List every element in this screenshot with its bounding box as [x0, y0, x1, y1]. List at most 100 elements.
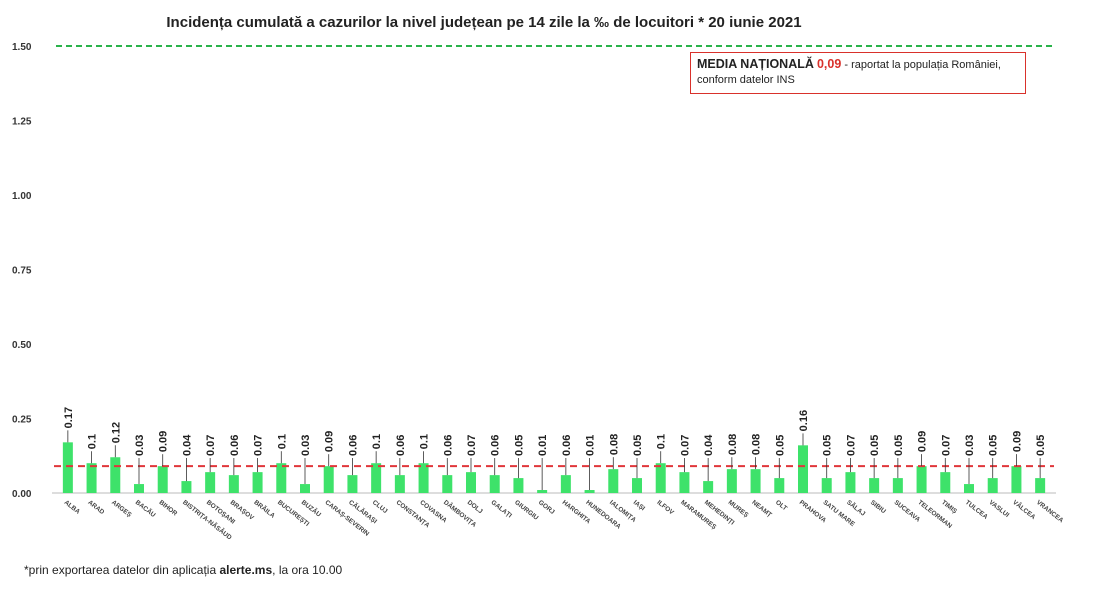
data-label: 0.07: [679, 435, 691, 456]
legend-text-1: - raportat la populația României,: [841, 59, 1001, 71]
category-label: ARAD: [86, 499, 105, 516]
category-label: ARGEȘ: [110, 499, 133, 519]
y-tick-label: 0.00: [12, 489, 32, 500]
category-label: SĂLAJ: [845, 497, 868, 517]
footnote-suffix: , la ora 10.00: [272, 563, 343, 577]
data-label: 0.16: [798, 410, 810, 431]
bar: [798, 445, 808, 493]
data-label: 0.05: [893, 435, 905, 456]
data-label: 0.12: [110, 422, 122, 443]
bar: [560, 475, 571, 493]
bar: [869, 478, 880, 493]
bar: [703, 481, 714, 493]
bar: [655, 463, 666, 493]
category-label: VÂLCEA: [1011, 497, 1038, 521]
category-label: TULCEA: [964, 499, 989, 521]
data-label: 0.05: [513, 435, 525, 456]
data-label: 0.06: [490, 435, 502, 456]
data-label: 0.05: [774, 435, 786, 456]
data-label: 0.03: [300, 435, 312, 456]
data-label: 0.06: [395, 435, 407, 456]
bar: [181, 481, 192, 493]
data-label: 0.07: [253, 435, 265, 456]
chart-title: Incidența cumulată a cazurilor la nivel …: [166, 14, 802, 31]
bar: [86, 463, 97, 493]
data-label: 0.06: [229, 435, 241, 456]
bar: [157, 466, 168, 493]
category-label: SIBIU: [869, 499, 887, 515]
data-label: 0.07: [205, 435, 217, 456]
category-label: IAȘI: [632, 499, 646, 512]
data-label: 0.09: [324, 431, 336, 452]
bar: [987, 478, 998, 493]
bar: [679, 472, 690, 493]
bar: [750, 469, 761, 493]
data-label: 0.06: [442, 435, 454, 456]
data-label: 0.01: [585, 435, 597, 456]
data-label: 0.08: [751, 434, 763, 455]
data-label: 0.17: [63, 407, 75, 428]
bar: [394, 475, 405, 493]
data-label: 0.05: [869, 435, 881, 456]
bar: [347, 475, 358, 493]
data-label: 0.09: [158, 431, 170, 452]
category-label: BIHOR: [157, 499, 178, 518]
bar: [608, 469, 619, 493]
bar: [276, 463, 287, 493]
data-label: 0.08: [608, 434, 620, 455]
data-label: 0.07: [466, 435, 478, 456]
category-label: BRĂILA: [252, 497, 277, 519]
y-tick-label: 1.25: [12, 117, 32, 128]
data-label: 0.06: [347, 435, 359, 456]
data-label: 0.04: [181, 434, 193, 456]
y-tick-label: 0.50: [12, 340, 32, 351]
data-label: 0.01: [537, 435, 549, 456]
category-label: OLT: [774, 499, 788, 512]
category-label: ILFOV: [655, 499, 675, 517]
y-tick-label: 1.00: [12, 191, 32, 202]
data-label: 0.03: [134, 435, 146, 456]
data-label: 0.08: [727, 434, 739, 455]
footnote-bold: alerte.ms: [219, 563, 273, 577]
y-tick-label: 0.75: [12, 266, 32, 277]
bar: [513, 478, 524, 493]
legend-heading: MEDIA NAȚIONALĂ: [697, 57, 814, 71]
bar: [1011, 466, 1022, 493]
bar: [892, 478, 903, 493]
category-label: TIMIȘ: [940, 499, 958, 516]
data-label: 0.06: [561, 435, 573, 456]
bar: [442, 475, 453, 493]
data-label: 0.05: [632, 435, 644, 456]
data-label: 0.1: [87, 434, 99, 449]
footnote: *prin exportarea datelor din aplicația a…: [24, 563, 342, 577]
data-label: 0.07: [845, 435, 857, 456]
category-label: GALAȚI: [489, 499, 513, 520]
bar: [537, 490, 548, 493]
bar: [584, 490, 595, 493]
data-label: 0.07: [940, 435, 952, 456]
category-label: NEAMȚ: [750, 499, 773, 519]
bar: [774, 478, 785, 493]
data-label: 0.1: [656, 434, 668, 449]
data-label: 0.04: [703, 434, 715, 456]
category-label: DOLJ: [466, 499, 484, 515]
y-tick-label: 0.25: [12, 415, 32, 426]
bar: [252, 472, 263, 493]
category-label: BACĂU: [134, 497, 158, 519]
bar: [940, 472, 951, 493]
bar: [466, 472, 476, 493]
bar: [205, 472, 216, 493]
data-label: 0.09: [1011, 431, 1023, 452]
data-label: 0.03: [964, 435, 976, 456]
data-label: 0.05: [1035, 435, 1047, 456]
bar: [62, 442, 73, 493]
bar: [228, 475, 239, 493]
data-label: 0.09: [917, 431, 929, 452]
category-label: GIURGIU: [513, 499, 539, 522]
bar: [134, 484, 144, 493]
data-label: 0.1: [371, 434, 383, 449]
bar: [726, 469, 737, 493]
bar: [323, 466, 334, 493]
category-label: CARAȘ-SEVERIN: [323, 499, 370, 538]
